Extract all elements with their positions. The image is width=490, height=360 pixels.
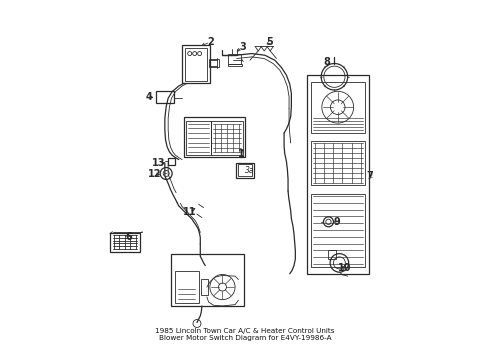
Text: 1985 Lincoln Town Car A/C & Heater Control Units: 1985 Lincoln Town Car A/C & Heater Contr… [155, 328, 335, 334]
Bar [168, 158, 175, 165]
Bar [236, 163, 254, 178]
Bar [185, 48, 207, 81]
Bar [228, 54, 241, 64]
Text: 2: 2 [207, 37, 214, 47]
Text: 9: 9 [334, 217, 341, 228]
Bar [201, 279, 208, 295]
Text: Blower Motor Switch Diagram for E4VY-19986-A: Blower Motor Switch Diagram for E4VY-199… [159, 335, 331, 341]
Text: 8: 8 [324, 57, 331, 67]
Bar [172, 253, 245, 306]
Bar [156, 91, 174, 103]
Text: 5: 5 [267, 37, 273, 47]
Text: 11: 11 [183, 207, 196, 217]
Text: 4: 4 [146, 92, 152, 102]
Text: 3: 3 [239, 42, 245, 52]
Bar [311, 141, 365, 185]
Bar [238, 164, 252, 176]
Text: 7: 7 [367, 171, 373, 181]
Bar [228, 63, 242, 66]
Bar [307, 75, 368, 274]
Bar [209, 59, 219, 67]
Bar [328, 249, 336, 259]
Text: 6: 6 [125, 233, 132, 242]
Text: 13: 13 [152, 158, 166, 168]
Text: 10: 10 [338, 263, 351, 273]
Bar [110, 233, 140, 252]
Text: 1: 1 [238, 149, 245, 159]
Bar [182, 45, 210, 84]
Bar [311, 82, 365, 133]
Bar [311, 194, 365, 267]
Bar [175, 271, 198, 303]
Bar [184, 117, 245, 157]
Bar [186, 121, 211, 154]
Bar [211, 121, 243, 154]
Text: 3a: 3a [245, 166, 254, 175]
Text: 12: 12 [148, 170, 162, 179]
